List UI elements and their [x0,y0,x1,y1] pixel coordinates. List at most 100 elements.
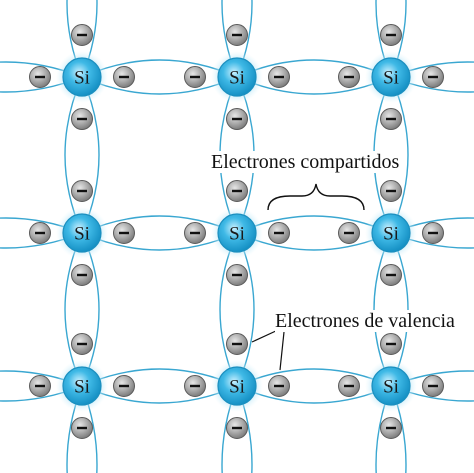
minus-sign [77,342,87,346]
electron-r2-c1-top [226,333,248,355]
valence-pointer-lower [279,331,285,371]
electron-r1-c1-top [226,180,248,202]
electron-r1-c0-bottom [71,264,93,286]
atom-r0-c0: Si [56,51,108,103]
electron-r1-c1-bottom [226,264,248,286]
shared-electrons-brace [267,183,365,211]
electron-r0-c0-bottom [71,108,93,130]
minus-sign [232,189,242,193]
valence-pointer-upper [251,329,279,343]
atom-core [217,213,257,253]
minus-sign [386,426,396,430]
electron-r2-c2-bottom [380,417,402,439]
electron-r1-c0-top [71,180,93,202]
electron-r2-c0-bottom [71,417,93,439]
atom-symbol: Si [229,68,245,89]
minus-sign [119,231,129,235]
electron-r0-c1-right [268,66,290,88]
electron-r2-c2-left [338,375,360,397]
electron-r0-c0-top [71,24,93,46]
electron-r1-c0-right [113,222,135,244]
atom-core [371,213,411,253]
atom-core [217,57,257,97]
electron-r2-c1-left [184,375,206,397]
electron-r0-c2-top [380,24,402,46]
electron-r1-c2-right [422,222,444,244]
minus-sign [386,189,396,193]
electron-r2-c1-bottom [226,417,248,439]
atom-symbol: Si [229,377,245,398]
minus-sign [35,231,45,235]
minus-sign [77,273,87,277]
shared-electrons-label: Electrones compartidos [211,151,400,173]
electron-r0-c1-bottom [226,108,248,130]
atom-r0-c1: Si [211,51,263,103]
minus-sign [386,342,396,346]
minus-sign [274,75,284,79]
atoms-layer: Si Si Si Si Si Si Si Si Si [56,51,417,412]
minus-sign [77,426,87,430]
atom-core [62,213,102,253]
electron-r1-c2-top [380,180,402,202]
atom-symbol: Si [74,224,90,245]
atom-r0-c2: Si [365,51,417,103]
minus-sign [77,117,87,121]
electron-r0-c2-right [422,66,444,88]
electron-r2-c0-right [113,375,135,397]
atom-symbol: Si [229,224,245,245]
minus-sign [428,231,438,235]
minus-sign [428,75,438,79]
atom-symbol: Si [383,68,399,89]
atom-symbol: Si [74,68,90,89]
electron-r1-c0-left [29,222,51,244]
minus-sign [232,117,242,121]
minus-sign [274,231,284,235]
atom-core [62,57,102,97]
electron-r2-c2-top [380,333,402,355]
electron-r0-c0-right [113,66,135,88]
electron-r0-c1-left [184,66,206,88]
minus-sign [232,426,242,430]
electron-r1-c2-left [338,222,360,244]
atom-r1-c2: Si [365,207,417,259]
electron-r2-c0-left [29,375,51,397]
valence-electrons-label: Electrones de valencia [275,310,455,332]
atom-core [371,57,411,97]
annotation-lines [251,183,365,371]
atom-core [371,366,411,406]
minus-sign [344,75,354,79]
minus-sign [77,189,87,193]
minus-sign [190,384,200,388]
atom-r1-c0: Si [56,207,108,259]
electron-r1-c1-right [268,222,290,244]
electron-r1-c1-left [184,222,206,244]
minus-sign [386,117,396,121]
atom-core [62,366,102,406]
minus-sign [119,384,129,388]
atom-symbol: Si [74,377,90,398]
electron-r0-c2-bottom [380,108,402,130]
minus-sign [344,384,354,388]
minus-sign [119,75,129,79]
atom-r2-c1: Si [211,360,263,412]
atom-symbol: Si [383,224,399,245]
electron-r0-c1-top [226,24,248,46]
atom-symbol: Si [383,377,399,398]
electrons-layer [29,24,444,439]
minus-sign [386,33,396,37]
minus-sign [428,384,438,388]
atom-core [217,366,257,406]
minus-sign [77,33,87,37]
minus-sign [190,231,200,235]
electron-r2-c2-right [422,375,444,397]
minus-sign [344,231,354,235]
minus-sign [232,33,242,37]
minus-sign [232,342,242,346]
minus-sign [386,273,396,277]
electron-r2-c0-top [71,333,93,355]
minus-sign [190,75,200,79]
electron-r2-c1-right [268,375,290,397]
electron-r1-c2-bottom [380,264,402,286]
